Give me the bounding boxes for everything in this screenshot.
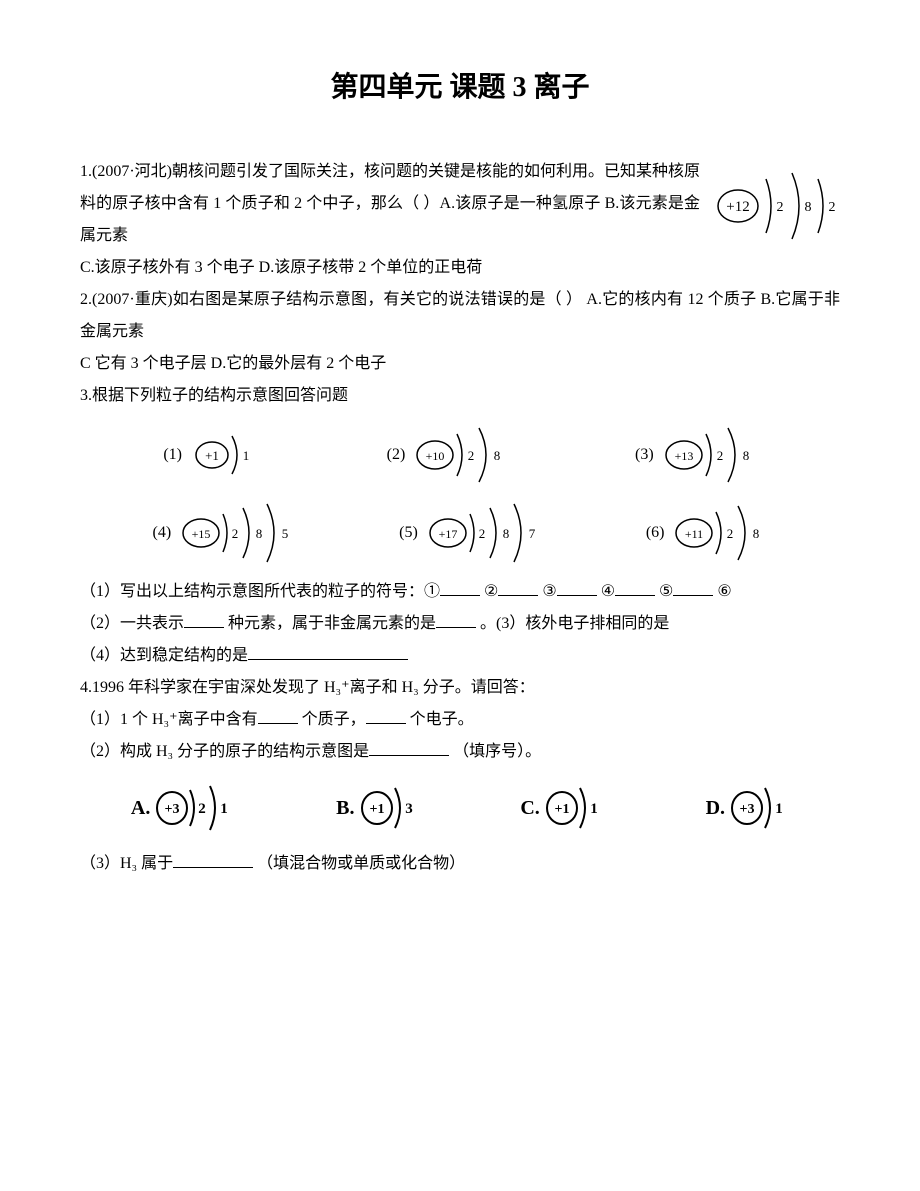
svg-text:2: 2: [468, 448, 475, 463]
blank[interactable]: [173, 851, 253, 868]
q4-option-a: A. +3 2 1: [131, 780, 234, 836]
q4-options: A. +3 2 1 B. +1 3 C. +1 1 D. +3: [80, 780, 840, 836]
q3-sub1-n6: ⑥: [717, 583, 731, 600]
svg-text:8: 8: [256, 526, 263, 541]
shell-2: 8: [805, 200, 812, 215]
q3-sub1-n5: ⑤: [659, 583, 673, 600]
svg-text:2: 2: [199, 801, 207, 817]
q2-line2: C 它有 3 个电子层 D.它的最外层有 2 个电子: [80, 348, 840, 380]
blank[interactable]: [440, 579, 480, 596]
svg-text:+1: +1: [369, 802, 384, 817]
q3-sub2: （2）一共表示 种元素，属于非金属元素的是 。(3）核外电子排相同的是: [80, 608, 840, 640]
q4-sub1: （1）1 个 H₃⁺离子中含有 个质子， 个电子。: [80, 704, 840, 736]
svg-text:8: 8: [503, 526, 510, 541]
q3-sub2-c: 。(3）核外电子排相同的是: [480, 615, 669, 632]
q1-line3: C.该原子核外有 3 个电子 D.该原子核带 2 个单位的正电荷: [80, 252, 840, 284]
nucleus-label: +12: [726, 199, 749, 215]
page-title: 第四单元 课题 3 离子: [80, 60, 840, 116]
opt-letter-a: A.: [131, 788, 150, 828]
q3-sub1-n3: ③: [542, 583, 556, 600]
q4-sub3: （3）H₃ 属于 （填混合物或单质或化合物）: [80, 848, 840, 880]
svg-text:3: 3: [405, 801, 413, 817]
q3-sub1-prefix: （1）写出以上结构示意图所代表的粒子的符号：①: [80, 583, 440, 600]
q3-label-1: (1): [163, 439, 182, 471]
svg-text:8: 8: [742, 448, 749, 463]
blank[interactable]: [369, 739, 449, 756]
q3-item-3: (3) +13 2 8: [635, 420, 757, 490]
svg-text:2: 2: [479, 526, 486, 541]
blank[interactable]: [366, 707, 406, 724]
svg-text:2: 2: [727, 526, 734, 541]
q3-item-2: (2) +10 2 8: [387, 420, 509, 490]
q3-row1: (1) +1 1 (2) +10 2 8 (3) +13 2 8: [80, 420, 840, 490]
svg-text:1: 1: [243, 448, 250, 463]
q3-sub2-b: 种元素，属于非金属元素的是: [228, 615, 436, 632]
opt-letter-b: B.: [336, 788, 354, 828]
svg-text:5: 5: [282, 526, 289, 541]
q3-label-5: (5): [399, 517, 418, 549]
q3-label-4: (4): [153, 517, 172, 549]
svg-text:+3: +3: [740, 802, 755, 817]
q2-line1: 2.(2007·重庆)如右图是某原子结构示意图，有关它的说法错误的是（ ） A.…: [80, 284, 840, 348]
q4-sub1-b: 个质子，: [302, 711, 366, 728]
blank[interactable]: [248, 643, 408, 660]
shell-1: 2: [777, 200, 784, 215]
q3-sub1: （1）写出以上结构示意图所代表的粒子的符号：① ② ③ ④ ⑤ ⑥: [80, 576, 840, 608]
q4-option-b: B. +1 3: [336, 780, 418, 836]
q3-item-6: (6) +11 2 8: [646, 498, 768, 568]
q3-sub1-n2: ②: [484, 583, 498, 600]
q4-sub2: （2）构成 H₃ 分子的原子的结构示意图是 （填序号）。: [80, 736, 840, 768]
blank[interactable]: [673, 579, 713, 596]
svg-text:+17: +17: [438, 527, 457, 541]
q4-sub3-a: （3）H₃ 属于: [80, 855, 173, 872]
q1-atom-diagram: +12 2 8 2: [710, 161, 840, 251]
svg-text:8: 8: [753, 526, 760, 541]
q4-option-d: D. +3 1: [706, 780, 789, 836]
svg-text:1: 1: [221, 801, 229, 817]
q3-sub4: （4）达到稳定结构的是: [80, 640, 840, 672]
svg-text:2: 2: [232, 526, 239, 541]
svg-text:+13: +13: [674, 449, 693, 463]
blank[interactable]: [258, 707, 298, 724]
svg-text:7: 7: [529, 526, 536, 541]
svg-text:2: 2: [716, 448, 723, 463]
q4-sub2-b: （填序号）。: [453, 743, 541, 760]
blank[interactable]: [498, 579, 538, 596]
blank[interactable]: [615, 579, 655, 596]
blank[interactable]: [184, 611, 224, 628]
q4-sub2-a: （2）构成 H₃ 分子的原子的结构示意图是: [80, 743, 369, 760]
q3-sub2-a: （2）一共表示: [80, 615, 184, 632]
q3-item-1: (1) +1 1: [163, 420, 260, 490]
q4-intro: 4.1996 年科学家在宇宙深处发现了 H₃⁺离子和 H₃ 分子。请回答：: [80, 672, 840, 704]
svg-text:+15: +15: [192, 527, 211, 541]
svg-text:+1: +1: [205, 448, 219, 463]
blank[interactable]: [557, 579, 597, 596]
opt-letter-d: D.: [706, 788, 725, 828]
blank[interactable]: [436, 611, 476, 628]
q3-label-3: (3): [635, 439, 654, 471]
svg-text:8: 8: [494, 448, 501, 463]
shell-3: 2: [829, 200, 836, 215]
q3-item-5: (5) +17 2 8 7: [399, 498, 541, 568]
svg-text:+1: +1: [554, 802, 569, 817]
q4-sub1-a: （1）1 个 H₃⁺离子中含有: [80, 711, 258, 728]
svg-text:+11: +11: [685, 527, 703, 541]
svg-text:+3: +3: [165, 802, 180, 817]
q3-item-4: (4) +15 2 8 5: [153, 498, 295, 568]
q4-option-c: C. +1 1: [520, 780, 603, 836]
svg-text:1: 1: [590, 801, 598, 817]
q3-label-6: (6): [646, 517, 665, 549]
q4-sub3-b: （填混合物或单质或化合物）: [257, 855, 465, 872]
q3-row2: (4) +15 2 8 5 (5) +17 2 8 7 (6) +11: [80, 498, 840, 568]
q3-sub1-n4: ④: [601, 583, 615, 600]
svg-text:1: 1: [775, 801, 783, 817]
q3-sub4-text: （4）达到稳定结构的是: [80, 647, 248, 664]
q4-sub1-c: 个电子。: [410, 711, 474, 728]
svg-text:+10: +10: [426, 449, 445, 463]
q3-intro: 3.根据下列粒子的结构示意图回答问题: [80, 380, 840, 412]
q3-label-2: (2): [387, 439, 406, 471]
opt-letter-c: C.: [520, 788, 539, 828]
